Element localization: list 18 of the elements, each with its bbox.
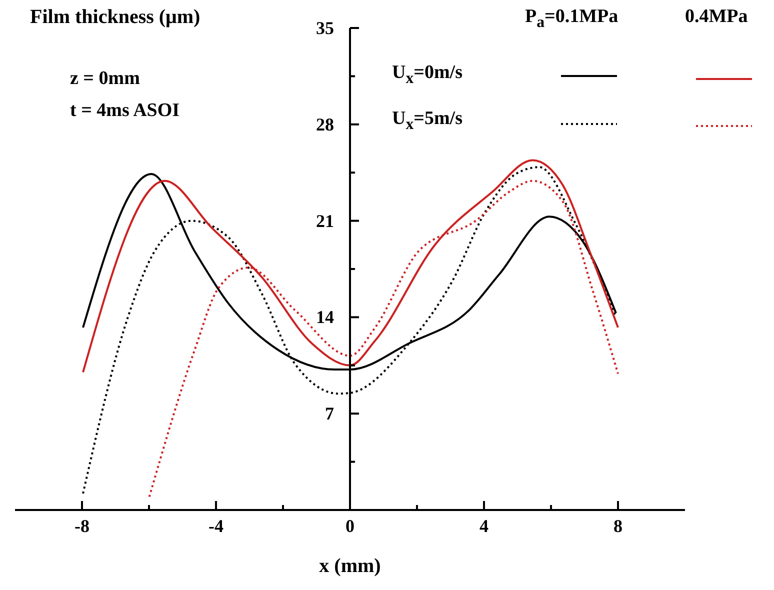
y-axis-title: Film thickness (μm)	[30, 6, 200, 29]
y-tick-label: 28	[316, 114, 334, 134]
y-tick-label: 7	[325, 404, 334, 424]
annotation: U$_{x}$=0m/s	[392, 62, 462, 88]
x-axis-title: x (mm)	[319, 555, 381, 577]
x-tick-label: 0	[346, 516, 354, 536]
x-tick-label: -4	[208, 516, 224, 536]
annotation: P$_{a}$=0.1MPa	[525, 6, 618, 32]
annotation: z = 0mm	[70, 68, 140, 90]
annotation: U$_{x}$=5m/s	[392, 108, 462, 134]
x-tick-label: 4	[480, 516, 488, 536]
y-tick-label: 35	[316, 18, 334, 38]
x-tick-label: 8	[614, 516, 622, 536]
text: 0.4MPa	[685, 6, 748, 28]
y-tick-label: 14	[316, 307, 334, 328]
x-tick-label: -8	[74, 516, 90, 536]
annotation: t = 4ms ASOI	[70, 100, 180, 122]
y-tick-label: 21	[316, 210, 334, 231]
